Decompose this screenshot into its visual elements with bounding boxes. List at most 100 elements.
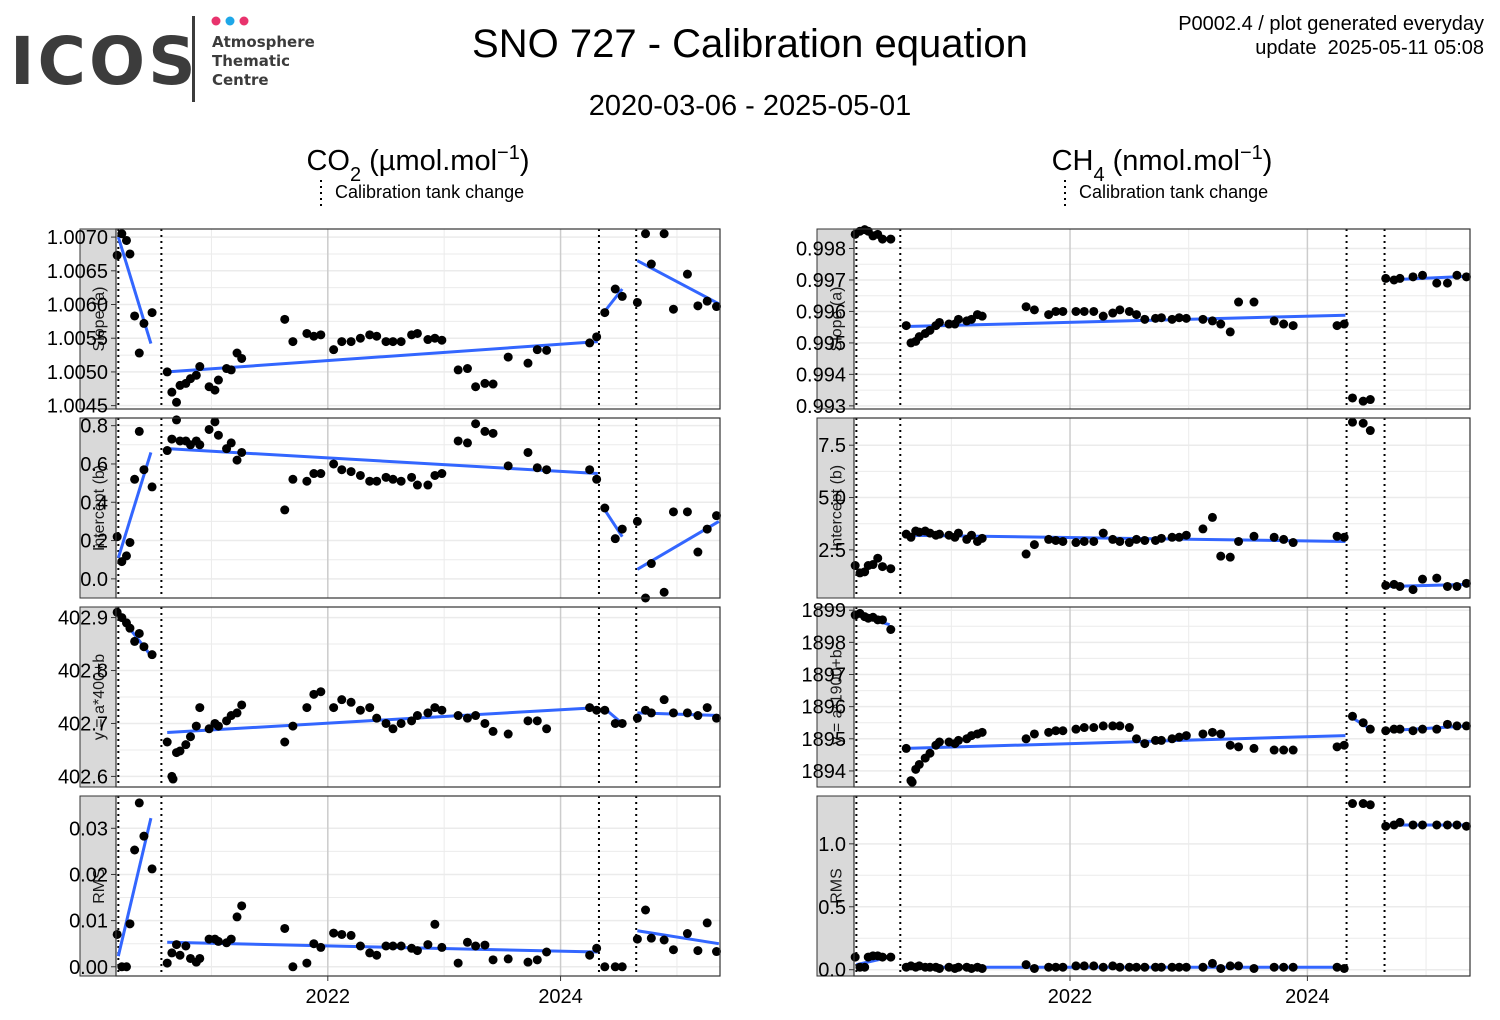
y-tick-label: 402.6 bbox=[58, 766, 108, 788]
data-point bbox=[381, 718, 391, 728]
data-point bbox=[1071, 538, 1081, 548]
panel-background bbox=[854, 418, 1470, 598]
data-point bbox=[1279, 319, 1289, 329]
data-point bbox=[1156, 962, 1166, 972]
y-tick-label: 0.996 bbox=[796, 301, 846, 323]
data-point bbox=[388, 941, 398, 951]
data-point bbox=[316, 942, 326, 952]
data-point bbox=[121, 551, 131, 561]
data-point bbox=[646, 559, 656, 569]
data-point bbox=[1029, 729, 1039, 739]
data-point bbox=[1216, 319, 1226, 329]
logo-subtitle-2: Thematic bbox=[212, 52, 290, 70]
data-point bbox=[503, 352, 513, 362]
data-point bbox=[309, 939, 319, 949]
data-point bbox=[309, 469, 319, 479]
data-point bbox=[1452, 820, 1462, 830]
y-tick-label: 1.0045 bbox=[47, 396, 108, 418]
x-tick-label: 2024 bbox=[1285, 986, 1330, 1008]
data-point bbox=[712, 511, 722, 521]
data-point bbox=[1442, 820, 1452, 830]
facet-strip-label: RMS bbox=[91, 868, 108, 904]
data-point bbox=[346, 467, 356, 477]
data-point bbox=[226, 438, 236, 448]
data-point bbox=[1395, 817, 1405, 827]
data-point bbox=[659, 695, 669, 705]
data-point bbox=[309, 331, 319, 341]
data-point bbox=[503, 954, 513, 964]
data-point bbox=[668, 507, 678, 517]
column-title-part-0: CH bbox=[1052, 145, 1094, 177]
panel-background bbox=[854, 796, 1470, 976]
data-point bbox=[592, 332, 602, 342]
y-tick-label: 1.0060 bbox=[47, 295, 108, 317]
panel-background bbox=[854, 607, 1470, 787]
data-point bbox=[641, 229, 651, 239]
data-point bbox=[488, 955, 498, 965]
data-point bbox=[1461, 721, 1471, 731]
data-point bbox=[388, 474, 398, 484]
y-tick-label: 0.993 bbox=[796, 396, 846, 418]
panel-border bbox=[115, 795, 721, 977]
data-point bbox=[600, 962, 610, 972]
data-point bbox=[1058, 962, 1068, 972]
data-point bbox=[112, 929, 122, 939]
data-point bbox=[280, 505, 290, 515]
facet-1-3: RMS 0.0 0.5 1.0 2022 2024 bbox=[816, 795, 1471, 1008]
y-tick-label: 1894 bbox=[802, 761, 847, 783]
y-tick-label: 0.994 bbox=[796, 364, 846, 386]
data-point bbox=[1234, 961, 1244, 971]
data-point bbox=[453, 711, 463, 721]
y-tick-label: 5.0 bbox=[818, 488, 846, 510]
data-point bbox=[1071, 724, 1081, 734]
data-point bbox=[934, 529, 944, 539]
data-point bbox=[181, 740, 191, 750]
data-point bbox=[437, 335, 447, 345]
data-point bbox=[523, 957, 533, 967]
data-point bbox=[1461, 821, 1471, 831]
data-point bbox=[316, 330, 326, 340]
data-point bbox=[868, 560, 878, 570]
y-tick-label: 1.0050 bbox=[47, 362, 108, 384]
data-point bbox=[471, 382, 481, 392]
facet-1-0: Slope (a) 0.993 0.994 0.995 0.996 0.997 0.998 bbox=[796, 225, 1471, 418]
data-point bbox=[1332, 321, 1342, 331]
data-point bbox=[1198, 962, 1208, 972]
data-point bbox=[977, 963, 987, 973]
data-point bbox=[1207, 727, 1217, 737]
data-point bbox=[702, 524, 712, 534]
data-point bbox=[280, 923, 290, 933]
data-point bbox=[121, 962, 131, 972]
data-point bbox=[532, 716, 542, 726]
data-point bbox=[1021, 734, 1031, 744]
data-point bbox=[130, 845, 140, 855]
data-point bbox=[693, 946, 703, 956]
y-tick-label: 0.998 bbox=[796, 239, 846, 261]
data-point bbox=[1131, 534, 1141, 544]
data-point bbox=[112, 250, 122, 260]
data-point bbox=[523, 716, 533, 726]
y-tick-label: 402.7 bbox=[58, 713, 108, 735]
facet-1-2: y = a*1900+b 1894 1895 1896 1897 1898 1899 bbox=[802, 600, 1471, 788]
facet-strip bbox=[816, 228, 855, 410]
data-point bbox=[210, 417, 220, 427]
data-point bbox=[641, 905, 651, 915]
data-point bbox=[1234, 742, 1244, 752]
data-point bbox=[1198, 314, 1208, 324]
data-point bbox=[1461, 578, 1471, 588]
data-point bbox=[1347, 711, 1357, 721]
plot-meta: P0002.4 / plot generated everyday update… bbox=[1178, 12, 1484, 60]
data-point bbox=[542, 724, 552, 734]
data-point bbox=[1089, 536, 1099, 546]
data-point bbox=[1234, 536, 1244, 546]
data-point bbox=[1365, 426, 1375, 436]
data-point bbox=[213, 430, 223, 440]
logo-divider bbox=[192, 16, 195, 102]
data-point bbox=[712, 713, 722, 723]
data-point bbox=[329, 459, 339, 469]
data-point bbox=[1058, 536, 1068, 546]
facet-strip bbox=[79, 606, 117, 788]
data-point bbox=[1418, 724, 1428, 734]
data-point bbox=[381, 472, 391, 482]
data-point bbox=[316, 687, 326, 697]
